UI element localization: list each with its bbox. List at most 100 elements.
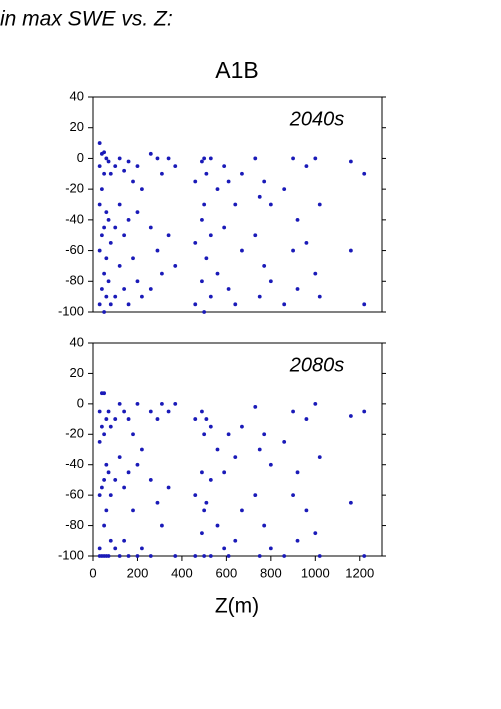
point: [317, 294, 322, 299]
point: [215, 271, 220, 276]
y-tick-label: 20: [70, 119, 84, 134]
y-tick-label: -20: [65, 181, 84, 196]
point: [148, 554, 153, 558]
point: [215, 187, 220, 192]
y-tick-label: -80: [65, 273, 84, 288]
point: [304, 240, 309, 245]
point: [122, 233, 127, 238]
point: [140, 294, 144, 299]
point: [257, 554, 262, 558]
point: [262, 523, 267, 528]
point: [131, 256, 135, 261]
point: [313, 531, 318, 536]
y-tick-label: -60: [65, 242, 84, 257]
point: [193, 493, 198, 498]
point: [140, 447, 144, 452]
point: [240, 424, 244, 429]
point: [193, 179, 198, 184]
point: [268, 202, 273, 207]
point: [131, 179, 135, 184]
point: [295, 470, 300, 475]
point: [208, 554, 213, 558]
point: [102, 171, 107, 176]
point: [135, 210, 140, 215]
point: [193, 417, 198, 421]
point: [113, 164, 118, 169]
point: [317, 202, 322, 207]
x-tick-label: 1000: [301, 565, 330, 580]
point: [97, 164, 102, 169]
point: [282, 187, 287, 192]
x-tick-label: 0: [89, 565, 96, 580]
point: [108, 240, 113, 245]
point: [173, 164, 178, 169]
point: [104, 508, 109, 513]
point: [304, 417, 309, 421]
point: [108, 171, 113, 176]
point: [282, 302, 287, 307]
plot-frame: [92, 342, 383, 557]
point: [313, 401, 318, 406]
point: [148, 409, 153, 414]
point: [113, 294, 118, 299]
point: [253, 405, 258, 409]
point: [240, 508, 244, 513]
y-tick-label: 20: [70, 365, 84, 380]
point: [99, 287, 104, 291]
point: [122, 485, 127, 490]
point: [200, 217, 204, 222]
point: [106, 217, 111, 222]
point: [97, 202, 102, 207]
point: [202, 156, 207, 161]
point: [291, 248, 295, 253]
point: [204, 256, 209, 261]
point: [362, 302, 367, 307]
point: [193, 554, 198, 558]
y-tick-label: -20: [65, 426, 84, 441]
y-tick-label: -40: [65, 211, 84, 226]
point: [233, 455, 238, 460]
point: [291, 493, 295, 498]
point: [102, 225, 107, 230]
point: [262, 432, 267, 437]
point: [282, 554, 287, 558]
point: [97, 439, 102, 444]
point: [262, 179, 267, 184]
x-tick-label: 200: [127, 565, 149, 580]
point: [155, 248, 160, 253]
point: [233, 302, 238, 307]
point: [97, 493, 102, 498]
point: [155, 500, 160, 505]
point: [113, 478, 118, 482]
point: [348, 500, 353, 505]
point: [257, 194, 262, 199]
point: [160, 401, 164, 406]
y-tick-label: -40: [65, 456, 84, 471]
point: [200, 409, 204, 414]
point: [148, 225, 153, 230]
point: [200, 531, 204, 536]
point: [140, 546, 144, 551]
point: [126, 554, 131, 558]
point: [313, 271, 318, 276]
point: [104, 256, 109, 261]
point: [102, 478, 107, 482]
point: [202, 310, 207, 314]
point: [160, 171, 164, 176]
point: [104, 210, 109, 215]
point: [215, 447, 220, 452]
point: [135, 554, 140, 558]
point: [291, 156, 295, 161]
point: [291, 409, 295, 414]
point: [117, 202, 122, 207]
point: [204, 171, 209, 176]
point: [155, 417, 160, 421]
point: [200, 279, 204, 284]
x-tick-label: 800: [260, 565, 282, 580]
y-tick-label: -100: [58, 547, 84, 562]
point: [268, 279, 273, 284]
point: [317, 554, 322, 558]
point: [208, 233, 213, 238]
point: [226, 179, 231, 184]
point: [113, 546, 118, 551]
